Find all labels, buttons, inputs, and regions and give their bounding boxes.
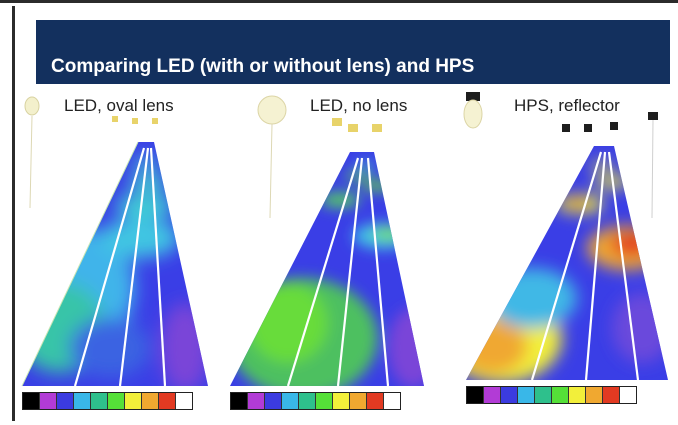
scale-swatch [535, 387, 552, 403]
panel-label-led-no-lens: LED, no lens [310, 96, 408, 115]
panel-label-led-oval-lens: LED, oval lens [64, 96, 174, 115]
scale-swatch [159, 393, 176, 409]
scale-swatch [248, 393, 265, 409]
panel-led-oval-lens: LED, oval lens [20, 88, 210, 418]
scale-swatch [552, 387, 569, 403]
scale-swatch [142, 393, 159, 409]
road-heatmap-led-oval-lens [21, 96, 208, 387]
scale-swatch [23, 393, 40, 409]
scale-swatch [518, 387, 535, 403]
road-heatmap-led-no-lens [230, 95, 424, 386]
scale-swatch [350, 393, 367, 409]
scale-swatch [384, 393, 400, 409]
panel-label-hps-reflector: HPS, reflector [514, 96, 620, 115]
scale-swatch [333, 393, 350, 409]
scale-swatch [367, 393, 384, 409]
scale-swatch [316, 393, 333, 409]
top-border-line [0, 0, 678, 3]
color-scale-bar [466, 386, 637, 404]
scale-swatch [501, 387, 518, 403]
luminaire-row-icon [257, 95, 382, 219]
scale-swatch [586, 387, 603, 403]
scale-swatch [569, 387, 586, 403]
scale-swatch [40, 393, 57, 409]
scale-swatch [125, 393, 142, 409]
slide-title: Comparing LED (with or without lens) and… [51, 56, 475, 77]
color-scale-bar [22, 392, 193, 410]
scale-swatch [231, 393, 248, 409]
panel-led-no-lens: LED, no lens [228, 88, 428, 418]
scale-swatch [484, 387, 501, 403]
title-banner: Comparing LED (with or without lens) and… [36, 20, 670, 84]
scale-swatch [265, 393, 282, 409]
road-heatmap-hps-reflector [463, 92, 668, 380]
scale-swatch [603, 387, 620, 403]
left-border-line [12, 6, 15, 421]
scale-swatch [282, 393, 299, 409]
scale-swatch [74, 393, 91, 409]
scale-swatch [620, 387, 636, 403]
luminaire-row-icon [24, 96, 158, 209]
scale-swatch [176, 393, 192, 409]
scale-swatch [467, 387, 484, 403]
scale-swatch [108, 393, 125, 409]
panel-hps-reflector: HPS, reflector [462, 88, 672, 418]
scale-swatch [299, 393, 316, 409]
scale-swatch [57, 393, 74, 409]
luminaire-row-icon [463, 92, 658, 219]
scale-swatch [91, 393, 108, 409]
color-scale-bar [230, 392, 401, 410]
